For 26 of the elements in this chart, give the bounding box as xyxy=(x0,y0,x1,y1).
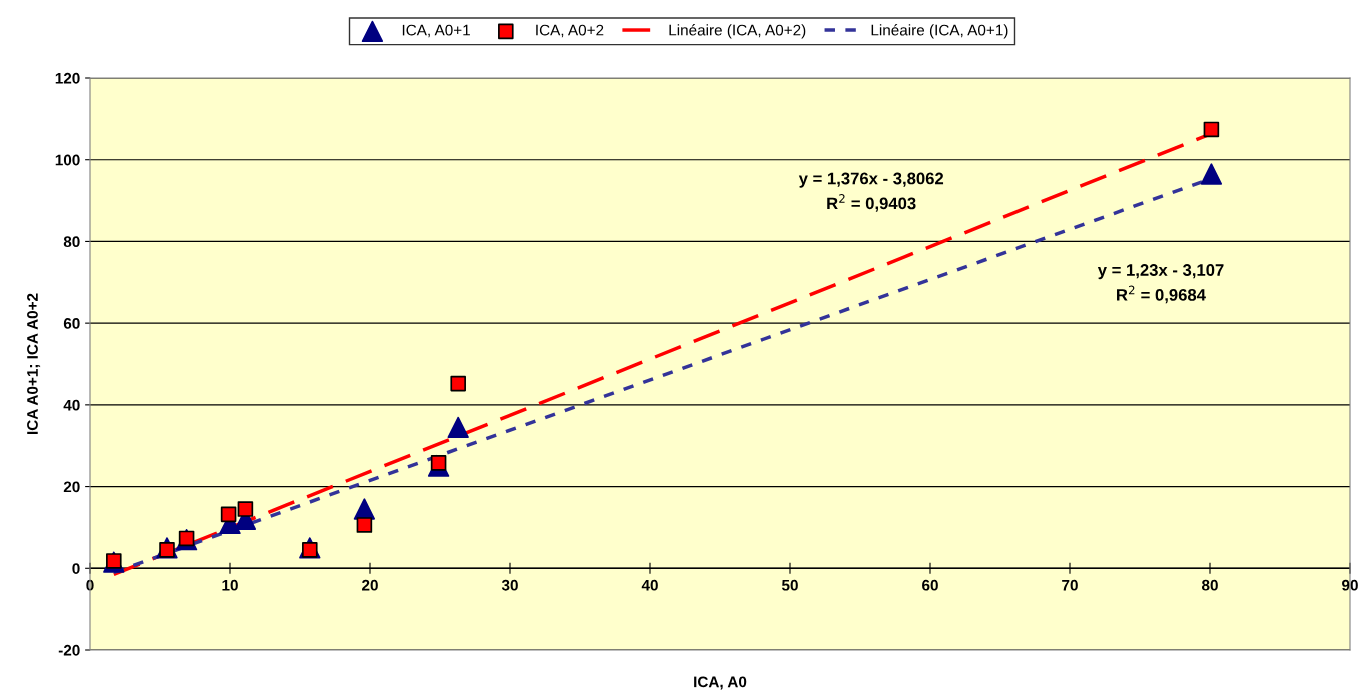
y-tick-label: 60 xyxy=(63,318,80,329)
y-tick-label: -20 xyxy=(58,644,80,656)
x-tick-label: 80 xyxy=(1201,579,1218,591)
annotation: y = 1,376x - 3,8062 R$^{2}$ = 0,9403 xyxy=(798,172,944,212)
x-tick-label: 60 xyxy=(922,579,938,591)
x-tick-label: 40 xyxy=(641,579,658,591)
y-tick-label: 120 xyxy=(55,72,80,84)
x-tick-label: 0 xyxy=(86,579,94,591)
legend-label: Linéaire (ICA, A0+1) xyxy=(871,24,1008,39)
y-tick-label: 100 xyxy=(55,154,80,166)
x-tick-label: 70 xyxy=(1062,579,1078,591)
annotation: y = 1,23x - 3,107 R$^{2}$ = 0,9684 xyxy=(1097,264,1224,304)
y-tick-label: 20 xyxy=(63,481,80,493)
y-tick-label: 40 xyxy=(63,399,80,411)
legend-label: ICA, A0+2 xyxy=(536,24,604,38)
x-tick-label: 10 xyxy=(222,579,238,591)
legend-label: ICA, A0+1 xyxy=(402,24,470,38)
x-tick-label: 20 xyxy=(362,579,378,591)
y-tick-label: 0 xyxy=(72,563,80,574)
x-tick-label: 30 xyxy=(501,579,518,591)
x-axis-title: ICA, A0 xyxy=(694,676,747,690)
x-tick-label: 50 xyxy=(781,579,798,591)
y-axis-title: ICA A0+1; ICA A0+2 xyxy=(27,293,41,434)
x-tick-label: 90 xyxy=(1342,579,1358,591)
legend-label: Linéaire (ICA, A0+2) xyxy=(669,24,806,39)
y-tick-label: 80 xyxy=(63,236,80,248)
